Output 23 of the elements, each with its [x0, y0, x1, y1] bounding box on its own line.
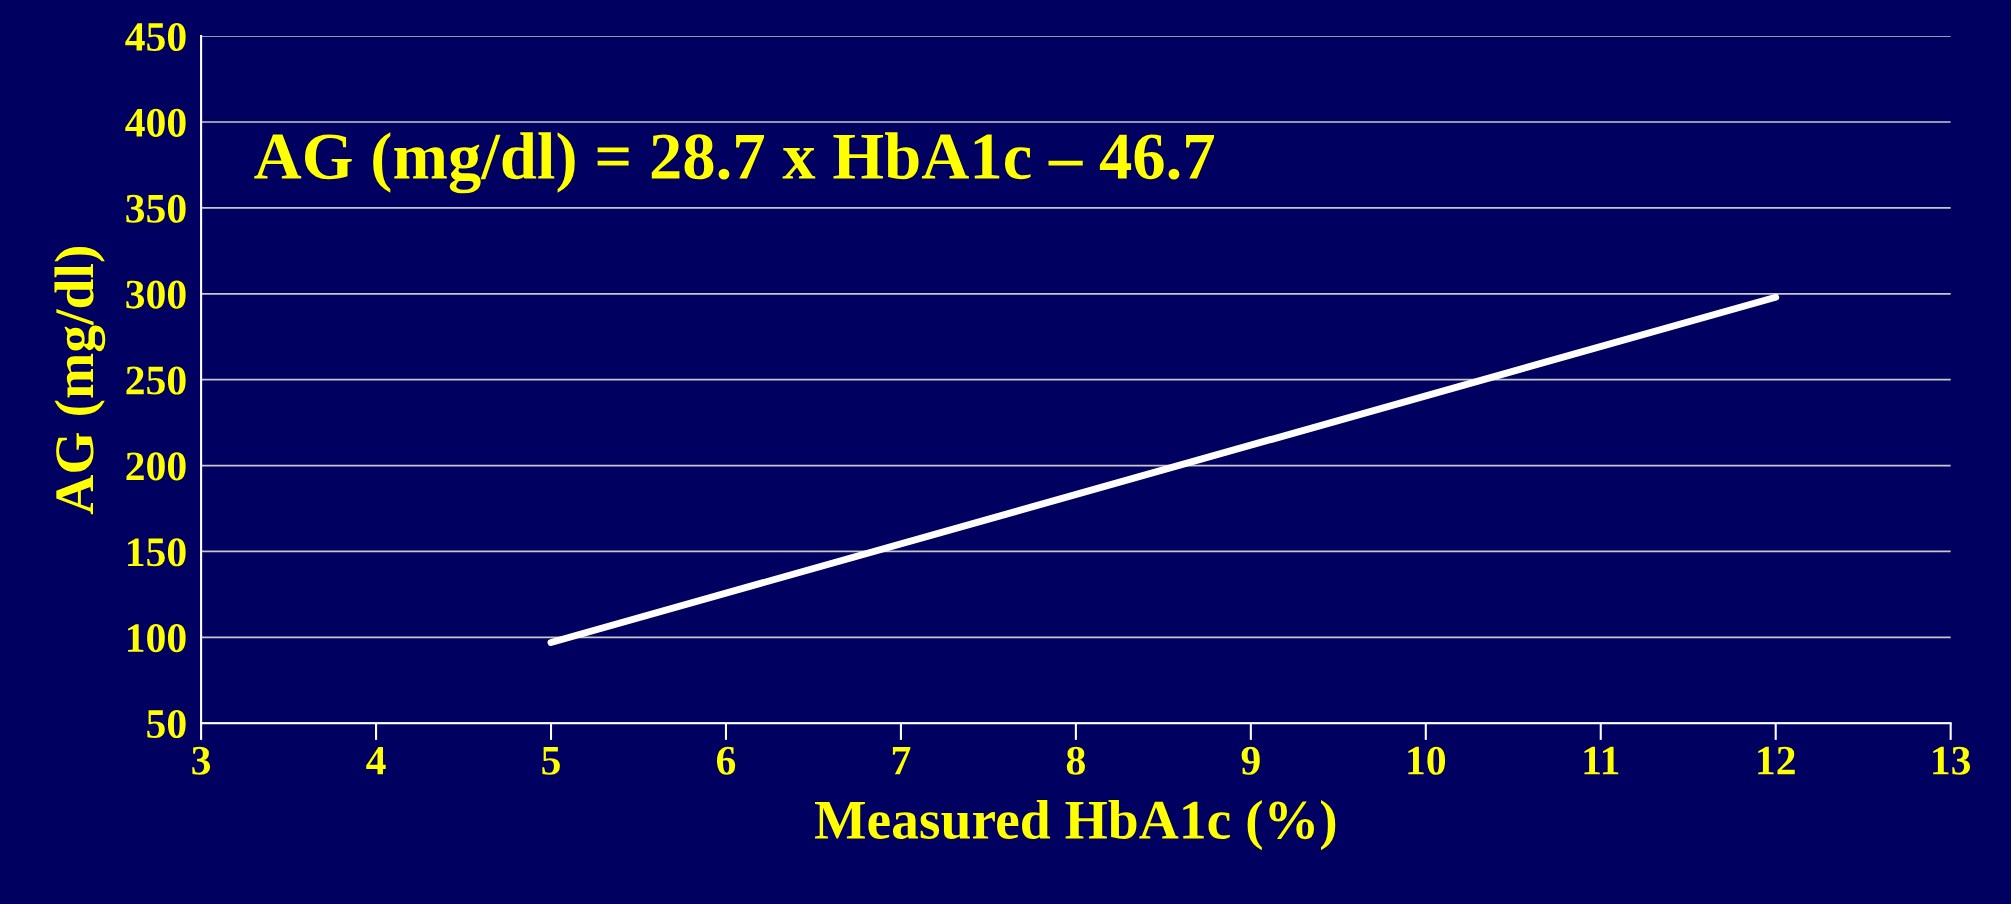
y-tick-label: 50	[147, 709, 186, 739]
y-axis-title: AG (mg/dl)	[54, 247, 106, 515]
y-tick-label: 350	[126, 194, 186, 223]
x-tick-label: 4	[366, 746, 386, 775]
x-tick-label: 7	[892, 747, 911, 775]
y-tick-label: 250	[126, 366, 186, 395]
y-tick-label: 150	[128, 538, 186, 567]
y-tick-label: 450	[125, 22, 186, 52]
x-tick-label: 5	[542, 747, 560, 775]
x-tick-label: 6	[716, 746, 736, 775]
x-tick-label: 10	[1408, 746, 1446, 775]
x-tick-label: 8	[1066, 746, 1085, 775]
x-axis-title: Measured HbA1c (%)	[815, 799, 1336, 851]
annotation: AG (mg/dl) = 28.7 x HbA1c – 46.7	[254, 132, 1215, 194]
x-tick-label: 11	[1584, 746, 1619, 775]
x-tick-label: 9	[1241, 746, 1260, 775]
y-tick-label: 100	[128, 624, 186, 653]
x-tick-label: 13	[1933, 746, 1971, 775]
x-tick-label: 3	[192, 746, 211, 775]
y-tick-label: 200	[126, 452, 186, 481]
y-tick-label: 300	[126, 280, 186, 309]
x-tick-label: 12	[1758, 746, 1795, 775]
y-tick-label: 400	[125, 108, 186, 137]
